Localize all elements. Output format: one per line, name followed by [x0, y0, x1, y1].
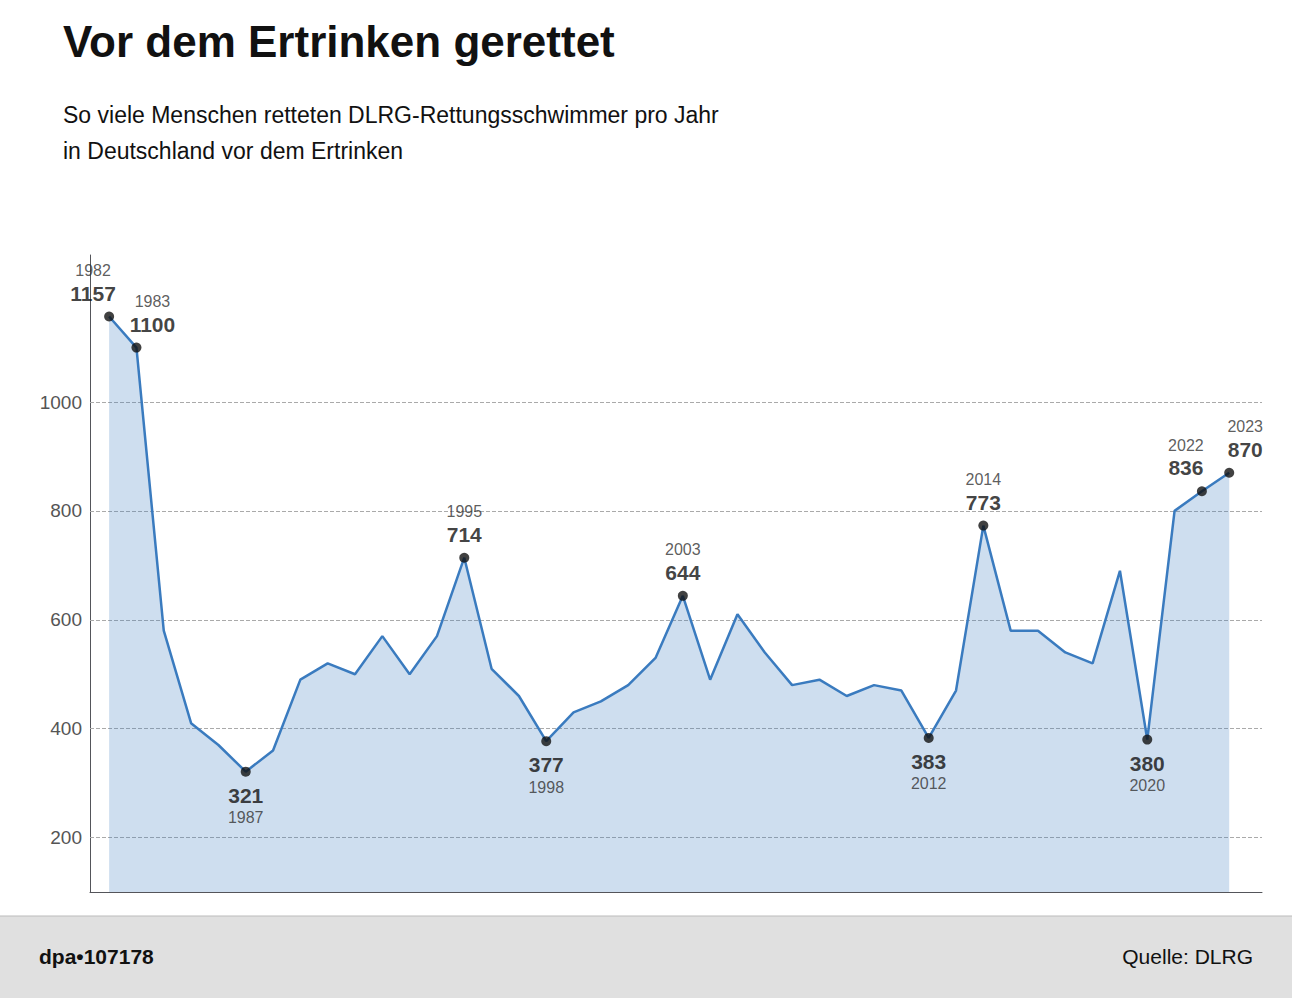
svg-text:377: 377: [529, 753, 564, 776]
svg-text:dpa•107178: dpa•107178: [39, 945, 154, 968]
svg-text:in Deutschland vor dem Ertrink: in Deutschland vor dem Ertrinken: [63, 138, 403, 164]
svg-text:2014: 2014: [966, 471, 1002, 488]
svg-text:1987: 1987: [228, 809, 264, 826]
svg-text:380: 380: [1130, 752, 1165, 775]
svg-text:1995: 1995: [446, 503, 482, 520]
svg-text:644: 644: [665, 561, 700, 584]
svg-text:1998: 1998: [528, 779, 564, 796]
svg-text:Quelle: DLRG: Quelle: DLRG: [1122, 945, 1253, 968]
svg-text:Vor dem Ertrinken gerettet: Vor dem Ertrinken gerettet: [63, 17, 615, 66]
svg-text:200: 200: [50, 827, 82, 848]
svg-text:2023: 2023: [1227, 418, 1263, 435]
svg-text:714: 714: [447, 523, 482, 546]
svg-text:2020: 2020: [1129, 777, 1165, 794]
svg-text:870: 870: [1228, 438, 1263, 461]
svg-text:400: 400: [50, 718, 82, 739]
svg-text:1100: 1100: [130, 313, 176, 336]
svg-text:773: 773: [966, 491, 1001, 514]
svg-text:836: 836: [1168, 456, 1203, 479]
svg-text:2003: 2003: [665, 541, 701, 558]
svg-text:2022: 2022: [1168, 437, 1204, 454]
svg-text:1000: 1000: [40, 392, 82, 413]
svg-text:1982: 1982: [75, 262, 111, 279]
svg-text:So viele Menschen retteten DLR: So viele Menschen retteten DLRG-Rettungs…: [63, 102, 719, 128]
svg-text:600: 600: [50, 609, 82, 630]
svg-text:321: 321: [228, 784, 263, 807]
svg-text:800: 800: [50, 500, 82, 521]
svg-text:2012: 2012: [911, 775, 947, 792]
svg-text:1983: 1983: [135, 293, 171, 310]
svg-text:1157: 1157: [70, 282, 116, 305]
svg-text:383: 383: [911, 750, 946, 773]
